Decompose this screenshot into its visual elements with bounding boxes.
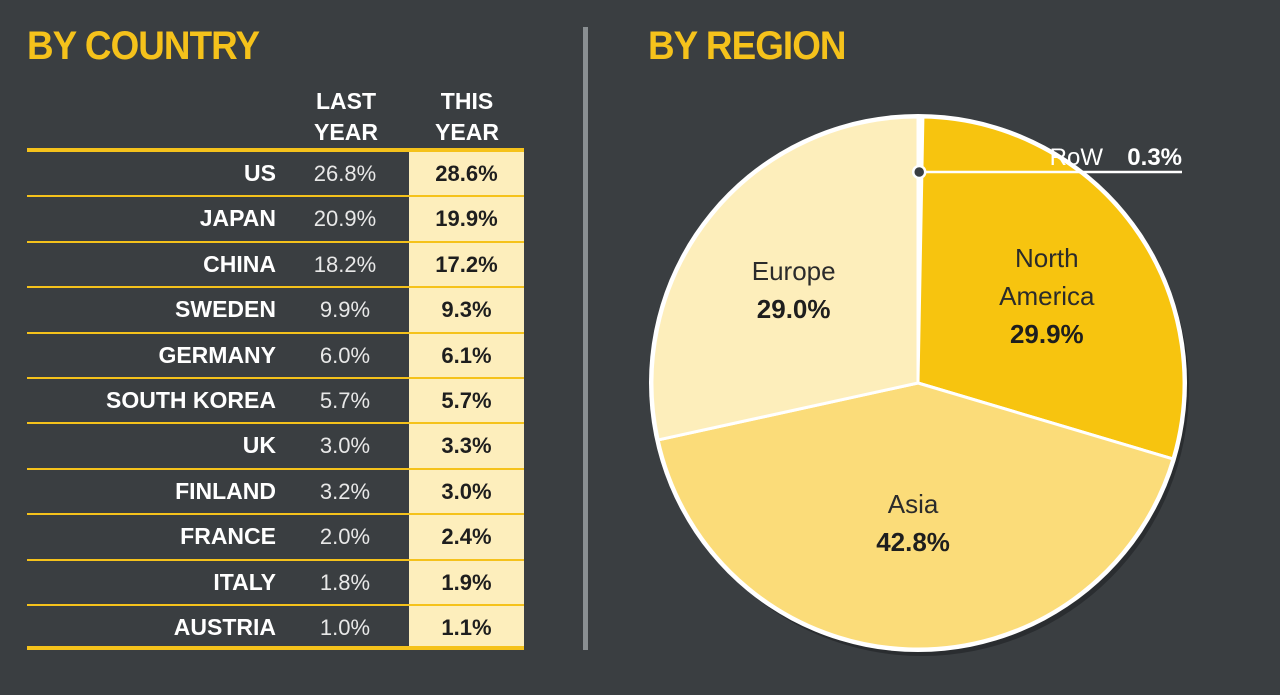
table-row: FINLAND 3.2% 3.0% bbox=[27, 469, 524, 514]
panel-divider bbox=[583, 27, 588, 650]
this-year-value: 3.3% bbox=[441, 433, 492, 459]
last-year-value: 1.8% bbox=[319, 569, 371, 595]
row-divider bbox=[27, 377, 524, 379]
pie-slice-north-america bbox=[916, 115, 1186, 461]
pie-label-asia-value: 42.8% bbox=[876, 527, 950, 557]
row-divider bbox=[27, 286, 524, 289]
last-year-value: 3.2% bbox=[319, 478, 371, 504]
row-callout-name: RoW bbox=[1050, 144, 1104, 171]
pie-label-north-america-value: 29.9% bbox=[1010, 319, 1084, 349]
last-year-value: 20.9% bbox=[313, 206, 377, 232]
table-row: FRANCE 2.0% 2.4% bbox=[27, 514, 524, 559]
row-divider bbox=[27, 513, 524, 516]
row-callout-dot bbox=[911, 164, 927, 180]
this-year-value: 9.3% bbox=[441, 297, 492, 323]
column-header-last-year: LAST YEAR bbox=[314, 88, 378, 145]
table-top-rule bbox=[27, 148, 524, 152]
pie-label-europe-value: 29.0% bbox=[757, 294, 831, 324]
by-country-title: BY COUNTRY bbox=[27, 24, 260, 68]
pie-label-north-america-name: America bbox=[999, 281, 1095, 311]
by-region-title: BY REGION bbox=[648, 24, 846, 68]
country-name: UK bbox=[242, 432, 276, 459]
country-name: FINLAND bbox=[175, 477, 276, 504]
last-year-value: 6.0% bbox=[319, 342, 371, 368]
last-year-value: 9.9% bbox=[319, 297, 371, 323]
table-row: GERMANY 6.0% 6.1% bbox=[27, 333, 524, 378]
table-bottom-rule bbox=[27, 646, 524, 650]
row-divider bbox=[27, 467, 524, 470]
last-year-value: 18.2% bbox=[313, 251, 377, 277]
this-year-value: 17.2% bbox=[435, 251, 498, 277]
table-row: CHINA 18.2% 17.2% bbox=[27, 242, 524, 287]
this-year-value: 2.4% bbox=[441, 524, 492, 550]
country-name: JAPAN bbox=[199, 205, 276, 232]
country-name: SOUTH KOREA bbox=[106, 387, 276, 413]
last-year-value: 1.0% bbox=[319, 615, 371, 640]
pie-label-asia-name: Asia bbox=[888, 489, 939, 519]
country-name: AUSTRIA bbox=[173, 614, 276, 640]
last-year-value: 5.7% bbox=[319, 388, 371, 413]
this-year-highlight bbox=[409, 148, 524, 650]
this-year-value: 6.1% bbox=[441, 342, 492, 368]
row-divider bbox=[27, 422, 524, 425]
pie-slice-europe bbox=[650, 115, 920, 442]
table-row: JAPAN 20.9% 19.9% bbox=[27, 196, 524, 241]
this-year-value: 5.7% bbox=[441, 388, 492, 413]
row-divider bbox=[27, 558, 524, 561]
pie-slice-asia bbox=[656, 381, 1175, 651]
country-name: US bbox=[244, 160, 276, 186]
pie-label-europe-name: Europe bbox=[752, 256, 836, 286]
country-table: US 26.8% 28.6% JAPAN 20.9% 19.9% CHINA 18.2% 17.… bbox=[27, 148, 524, 650]
this-year-value: 3.0% bbox=[441, 478, 492, 504]
country-name: SWEDEN bbox=[175, 296, 276, 323]
row-callout-value: 0.3% bbox=[1127, 144, 1182, 171]
row-divider bbox=[27, 331, 524, 334]
country-name: FRANCE bbox=[180, 523, 276, 550]
last-year-value: 2.0% bbox=[319, 524, 371, 550]
table-row: AUSTRIA 1.0% 1.1% bbox=[27, 605, 524, 650]
table-row: UK 3.0% 3.3% bbox=[27, 423, 524, 468]
this-year-value: 28.6% bbox=[435, 161, 498, 186]
last-year-value: 3.0% bbox=[319, 433, 371, 459]
table-row: ITALY 1.8% 1.9% bbox=[27, 560, 524, 605]
this-year-value: 1.1% bbox=[441, 615, 492, 640]
last-year-value: 26.8% bbox=[313, 161, 377, 186]
table-row: SWEDEN 9.9% 9.3% bbox=[27, 287, 524, 332]
this-year-value: 19.9% bbox=[435, 206, 498, 232]
country-name: ITALY bbox=[213, 568, 276, 595]
row-divider bbox=[27, 604, 524, 606]
row-divider bbox=[27, 195, 524, 198]
column-header-this-year: THIS YEAR bbox=[435, 88, 499, 145]
row-divider bbox=[27, 240, 524, 243]
this-year-value: 1.9% bbox=[441, 569, 492, 595]
country-name: GERMANY bbox=[158, 341, 276, 368]
table-row: SOUTH KOREA 5.7% 5.7% bbox=[27, 378, 524, 423]
country-name: CHINA bbox=[203, 250, 276, 277]
pie-label-north-america-name: North bbox=[1015, 243, 1079, 273]
table-row: US 26.8% 28.6% bbox=[27, 151, 524, 196]
